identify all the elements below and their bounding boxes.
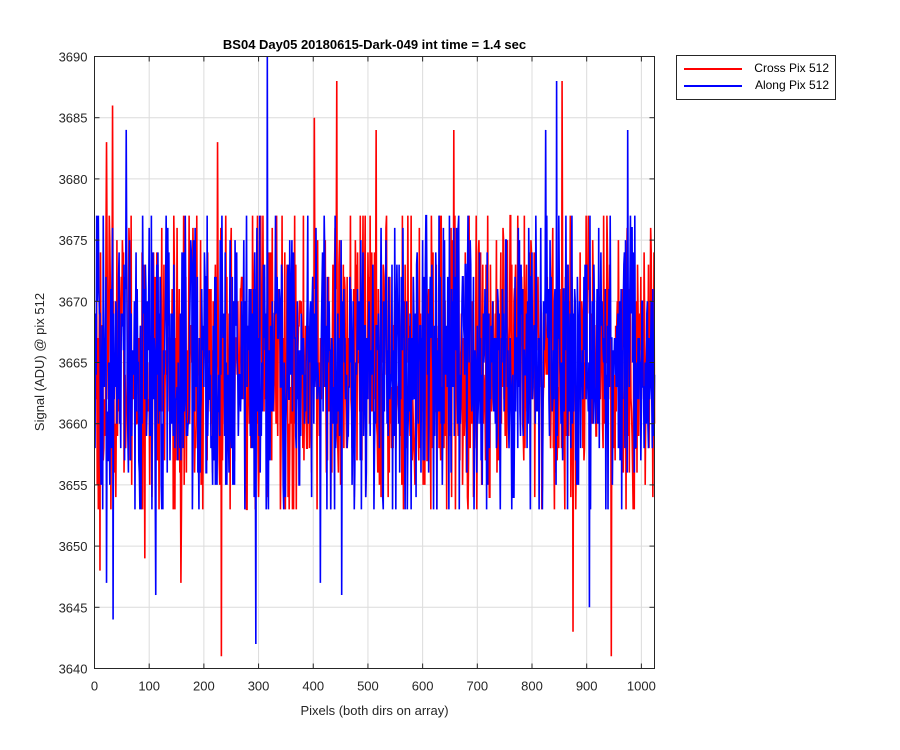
series-layer (94, 56, 656, 657)
legend-entry-cross: Cross Pix 512 (677, 60, 835, 77)
ticks: 0 100 200 300 400 500 600 700 800 900 1000 3640 3645… (59, 50, 656, 694)
x-tick-label: 200 (193, 679, 215, 694)
y-tick-label: 3675 (59, 233, 88, 248)
legend-label-cross: Cross Pix 512 (754, 61, 829, 75)
x-tick-label: 1000 (627, 679, 656, 694)
x-tick-label: 0 (91, 679, 98, 694)
y-tick-label: 3690 (59, 50, 88, 65)
y-tick-label: 3670 (59, 294, 88, 309)
chart-title: BS04 Day05 20180615-Dark-049 int time = … (223, 37, 526, 52)
x-axis-label: Pixels (both dirs on array) (300, 703, 448, 718)
y-tick-label: 3660 (59, 417, 88, 432)
x-tick-label: 700 (466, 679, 488, 694)
y-tick-label: 3685 (59, 111, 88, 126)
x-tick-label: 100 (138, 679, 160, 694)
y-tick-label: 3645 (59, 600, 88, 615)
legend-entry-along: Along Pix 512 (677, 77, 835, 94)
y-tick-label: 3655 (59, 478, 88, 493)
y-tick-label: 3680 (59, 172, 88, 187)
legend-swatch-cross (684, 68, 742, 70)
y-tick-label: 3650 (59, 539, 88, 554)
x-tick-label: 400 (302, 679, 324, 694)
series-line-along (94, 56, 656, 645)
x-tick-label: 900 (576, 679, 598, 694)
y-tick-label: 3640 (59, 662, 88, 677)
legend-label-along: Along Pix 512 (754, 78, 829, 92)
y-tick-label: 3665 (59, 356, 88, 371)
x-tick-label: 500 (357, 679, 379, 694)
x-tick-label: 300 (248, 679, 270, 694)
legend-swatch-along (684, 85, 742, 87)
y-axis-label: Signal (ADU) @ pix 512 (32, 293, 47, 431)
x-tick-label: 600 (412, 679, 434, 694)
legend: Cross Pix 512 Along Pix 512 (676, 55, 836, 100)
x-tick-label: 800 (521, 679, 543, 694)
